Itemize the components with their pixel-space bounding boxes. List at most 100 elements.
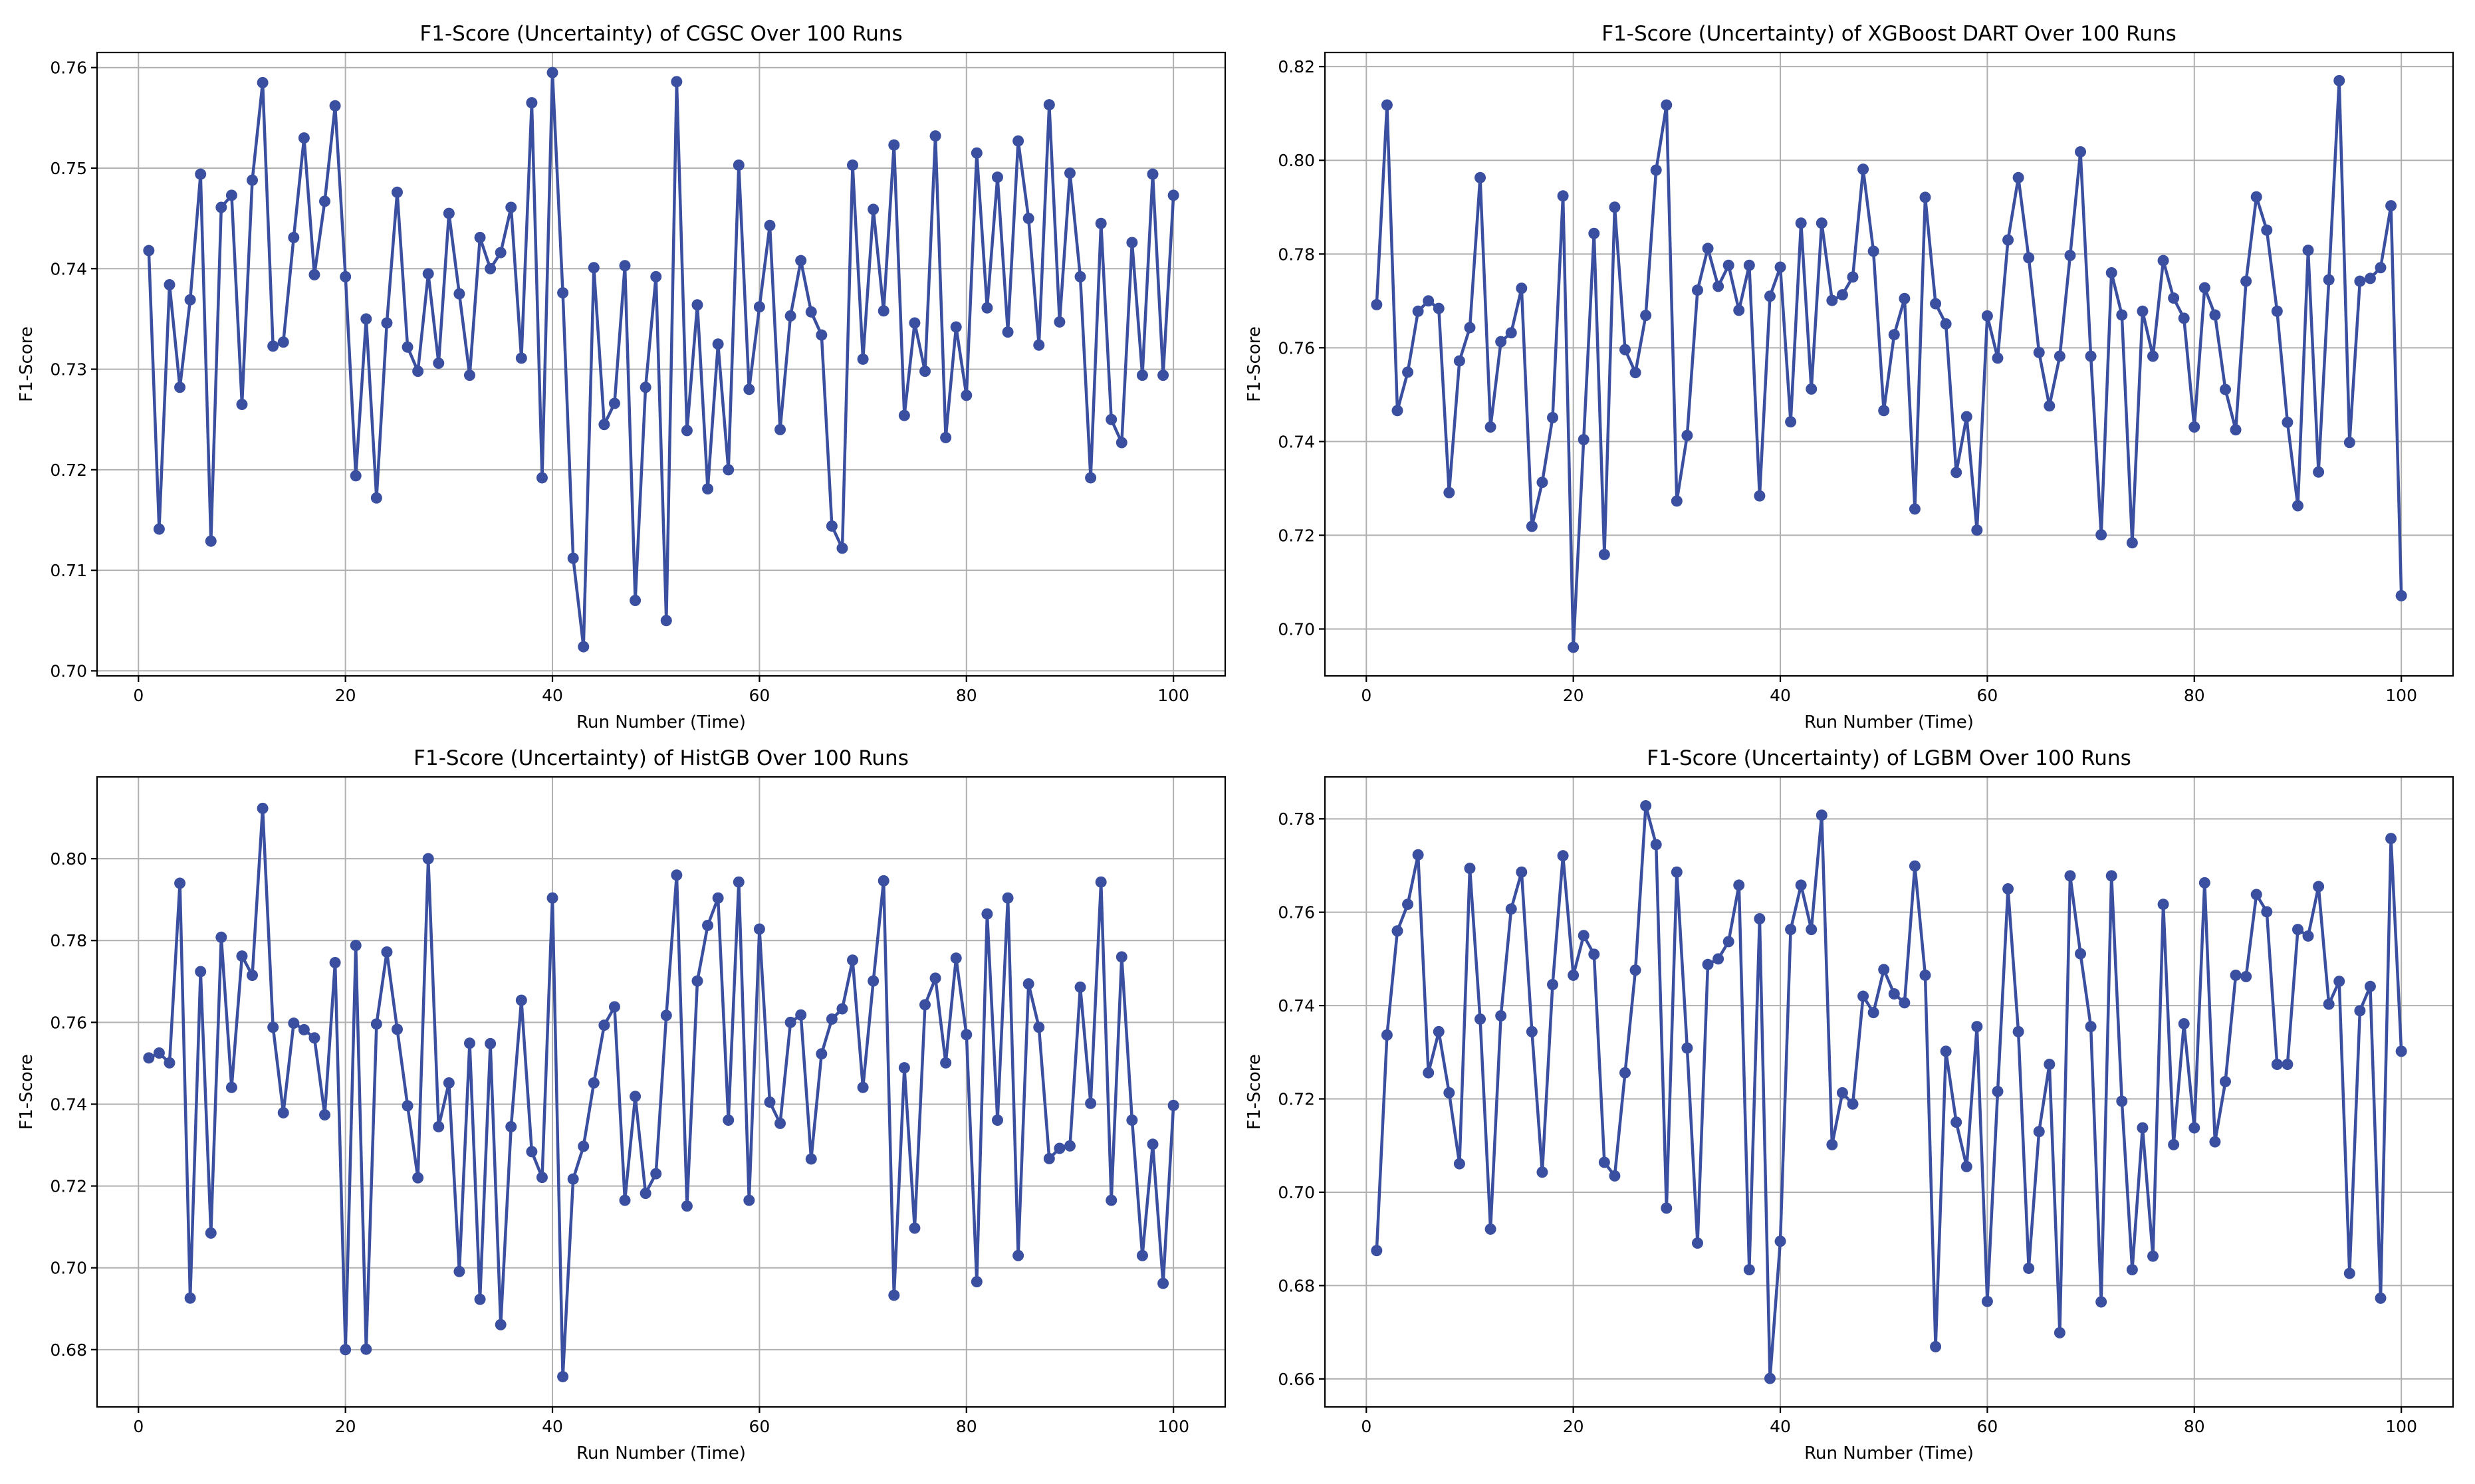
data-point [753,301,765,313]
data-point [981,302,993,314]
data-point [1609,1170,1621,1182]
chart-title: F1-Score (Uncertainty) of HistGB Over 10… [413,746,909,770]
data-point [630,1091,642,1103]
chart-title: F1-Score (Uncertainty) of LGBM Over 100 … [1647,746,2131,770]
data-point [1930,298,1942,310]
data-point [164,1057,176,1069]
y-tick-label: 0.74 [1278,432,1315,451]
y-tick-label: 0.70 [1278,619,1315,639]
data-point [1888,988,1900,1000]
data-point [1609,201,1621,213]
data-point [1681,429,1693,441]
data-point [247,174,259,186]
data-point [257,76,269,88]
data-point [381,946,393,958]
data-point [1106,413,1118,425]
data-point [2095,1296,2107,1308]
y-tick-label: 0.80 [1278,151,1315,170]
data-point [2292,500,2303,512]
y-tick-label: 0.72 [1278,526,1315,545]
data-point [1847,1098,1859,1110]
data-point [764,1096,776,1108]
data-point [1992,352,2004,364]
data-point [929,972,941,984]
data-point [1722,259,1734,271]
data-point [2219,1076,2231,1088]
data-point [1836,1087,1848,1099]
data-point [1116,951,1127,963]
data-point [288,1017,300,1029]
data-point [588,262,600,274]
data-point [1578,930,1590,942]
data-point [422,853,434,865]
y-tick-label: 0.72 [1278,1090,1315,1109]
y-tick-label: 0.78 [1278,809,1315,829]
chart-4: 0 20 40 60 80 100 0.66 0.68 0.70 0.72 0.74 0.76 0.78… [1244,746,2454,1463]
x-axis-label: Run Number (Time) [1804,1443,1974,1463]
data-point [1126,237,1138,249]
data-point [1423,295,1435,307]
x-tick-label: 0 [1361,1417,1371,1436]
data-point [536,472,548,484]
data-point [1381,99,1393,111]
data-point [1619,1067,1631,1079]
data-point [1095,876,1107,888]
data-point [391,1023,403,1035]
data-point [1867,245,1879,257]
y-tick-label: 0.78 [1278,245,1315,264]
data-point [702,483,714,495]
data-point [712,338,724,350]
data-point [1443,1087,1455,1099]
data-point [1806,924,1818,936]
data-point [340,1344,352,1356]
data-point [1619,344,1631,356]
data-point [267,340,279,352]
data-point [1412,305,1424,317]
data-point [267,1021,279,1033]
data-point [1971,524,1983,536]
series-line [148,807,1175,1378]
data-point [660,615,672,627]
x-axis-label: Run Number (Time) [1804,712,1974,732]
x-tick-label: 60 [1976,1417,1998,1436]
data-point [1474,1013,1486,1025]
y-tick-label: 0.76 [1278,338,1315,358]
data-point [1743,1264,1755,1276]
data-point [495,247,507,259]
plot-frame [1324,776,2454,1408]
data-point [225,1081,237,1093]
data-point [485,1037,497,1049]
data-point [1085,472,1097,484]
y-tick-label: 0.76 [1278,903,1315,922]
data-point [2085,1021,2097,1033]
data-point [857,1081,869,1093]
data-point [2033,1126,2045,1138]
data-point [1681,1042,1693,1054]
data-point [515,994,527,1006]
y-tick-label: 0.75 [50,159,87,178]
data-point [1526,520,1538,532]
data-point [2282,1059,2294,1071]
data-point [1795,879,1807,891]
data-point [1671,495,1683,507]
data-point [1002,326,1014,338]
data-point [2137,1122,2149,1134]
data-point [1095,217,1107,229]
data-point [2178,312,2190,324]
data-point [1402,366,1414,378]
data-point [2333,74,2345,86]
data-point [753,923,765,935]
data-point [1661,99,1673,111]
data-point [277,1107,289,1118]
data-point [1867,1007,1879,1019]
data-point [1785,416,1797,428]
data-point [961,389,973,401]
y-tick-label: 0.70 [50,661,87,681]
data-point [681,425,693,437]
data-point [1433,302,1445,314]
data-point [1495,1010,1507,1022]
data-point [1557,190,1569,202]
data-point [433,1120,445,1132]
data-point [1391,405,1403,417]
data-point [2354,275,2366,287]
